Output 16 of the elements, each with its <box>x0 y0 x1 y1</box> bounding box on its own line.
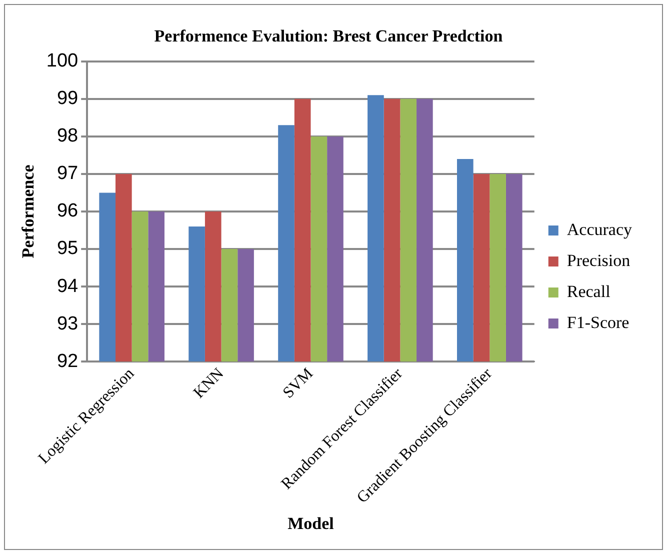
legend-label: Precision <box>566 250 631 270</box>
y-tick-label: 100 <box>46 50 78 72</box>
y-tick-label: 93 <box>56 313 78 334</box>
y-tick-label: 95 <box>56 238 78 260</box>
legend-label: Recall <box>566 282 611 301</box>
y-tick-label: 92 <box>56 350 78 372</box>
x-axis-title: Model <box>288 514 334 534</box>
y-tick-label: 94 <box>56 276 79 297</box>
legend-label: F1-Score <box>566 312 630 332</box>
y-axis-title: Performence <box>18 164 38 258</box>
y-tick-label: 97 <box>56 163 78 184</box>
y-tick-label: 98 <box>56 126 78 147</box>
chart-title: Performence Evalution: Brest Cancer Predction <box>154 26 504 46</box>
legend-label: Accuracy <box>566 220 632 239</box>
y-tick-label: 96 <box>56 200 78 222</box>
y-tick-label: 99 <box>56 88 78 110</box>
